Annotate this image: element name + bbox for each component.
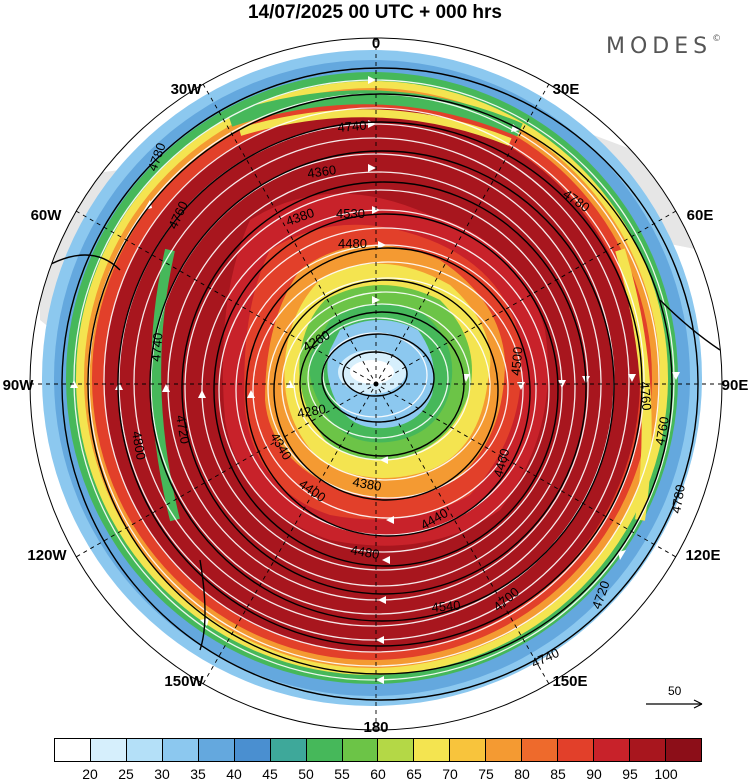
colorbar-swatch xyxy=(558,739,595,761)
colorbar-swatch xyxy=(55,739,91,761)
brand-mark: © xyxy=(712,34,722,44)
colorbar-ticks: 20 25 30 35 40 45 50 55 60 65 70 75 80 85 90 95 100 xyxy=(54,766,702,782)
lon-label-120e: 120E xyxy=(685,547,720,564)
contour-label: 4760 xyxy=(652,415,672,446)
brand-logo: MODES© xyxy=(606,34,721,59)
colorbar-tick-label: 45 xyxy=(262,766,278,782)
contour-label: 4800 xyxy=(129,430,149,461)
contour-label: 4760 xyxy=(637,381,654,411)
lon-label-60e: 60E xyxy=(687,207,714,224)
colorbar-swatch xyxy=(162,739,199,761)
reference-vector-label: 50 xyxy=(668,684,682,698)
colorbar-swatch xyxy=(90,739,127,761)
colorbar-tick-label: 25 xyxy=(118,766,134,782)
colorbar-swatch xyxy=(486,739,523,761)
colorbar-tick-label: 35 xyxy=(190,766,206,782)
lon-label-30w: 30W xyxy=(171,81,203,98)
colorbar-swatch xyxy=(594,739,630,761)
colorbar-swatch xyxy=(522,739,559,761)
colorbar-tick-label: 70 xyxy=(442,766,458,782)
colorbar-swatch xyxy=(198,739,235,761)
contour-label: 4380 xyxy=(351,474,382,494)
colorbar-swatch xyxy=(342,739,379,761)
contour-label: 4500 xyxy=(508,346,525,376)
contour-label: 4480 xyxy=(349,542,380,562)
colorbar-swatch xyxy=(306,739,343,761)
colorbar-swatch xyxy=(630,739,666,761)
colorbar-tick-label: 100 xyxy=(654,766,678,782)
lon-label-60w: 60W xyxy=(31,207,63,224)
contour-label: 4280 xyxy=(296,401,327,421)
lon-label-90e: 90E xyxy=(722,377,749,394)
contour-label: 4780 xyxy=(668,483,688,514)
colorbar-tick-label: 80 xyxy=(514,766,530,782)
contour-label: 4530 xyxy=(336,206,365,221)
colorbar-swatch xyxy=(450,739,487,761)
map-title: 14/07/2025 00 UTC + 000 hrs xyxy=(247,2,503,23)
colorbar-swatch xyxy=(414,739,451,761)
reference-arrow-icon xyxy=(646,699,703,709)
lon-label-0: 0 xyxy=(372,35,380,52)
colorbar-tick-label: 95 xyxy=(622,766,638,782)
contour-label: 4480 xyxy=(338,236,367,251)
colorbar xyxy=(54,738,702,762)
contour-label: 4460 xyxy=(490,447,512,479)
lon-label-90w: 90W xyxy=(3,377,35,394)
lon-label-150e: 150E xyxy=(552,673,587,690)
contour-label: 4740 xyxy=(148,332,165,362)
colorbar-swatch xyxy=(665,739,701,761)
colorbar-tick-label: 65 xyxy=(406,766,422,782)
lon-label-150w: 150W xyxy=(164,673,204,690)
lon-label-120w: 120W xyxy=(27,547,67,564)
colorbar-tick-label: 60 xyxy=(370,766,386,782)
reference-vector: 50 xyxy=(640,684,710,714)
colorbar-swatch xyxy=(270,739,307,761)
colorbar-swatch xyxy=(234,739,271,761)
contour-label: 4360 xyxy=(306,162,337,181)
polar-map: 0 30E 60E 90E 120E 150E 180 150W 120W 90… xyxy=(3,35,749,735)
colorbar-tick-label: 90 xyxy=(586,766,602,782)
colorbar-swatch xyxy=(378,739,415,761)
contour-label: 4540 xyxy=(431,598,461,615)
colorbar-tick-label: 20 xyxy=(82,766,98,782)
colorbar-tick-label: 30 xyxy=(154,766,170,782)
colorbar-tick-label: 50 xyxy=(298,766,314,782)
colorbar-tick-label: 55 xyxy=(334,766,350,782)
lon-label-30e: 30E xyxy=(553,81,580,98)
colorbar-tick-label: 75 xyxy=(478,766,494,782)
lon-label-180: 180 xyxy=(363,719,388,735)
contour-label: 4720 xyxy=(173,414,193,445)
brand-text: MODES xyxy=(606,34,713,59)
colorbar-tick-label: 40 xyxy=(226,766,242,782)
contour-label: 4740 xyxy=(337,118,367,135)
colorbar-tick-label: 85 xyxy=(550,766,566,782)
colorbar-swatch xyxy=(126,739,163,761)
pole-marker xyxy=(373,381,379,387)
